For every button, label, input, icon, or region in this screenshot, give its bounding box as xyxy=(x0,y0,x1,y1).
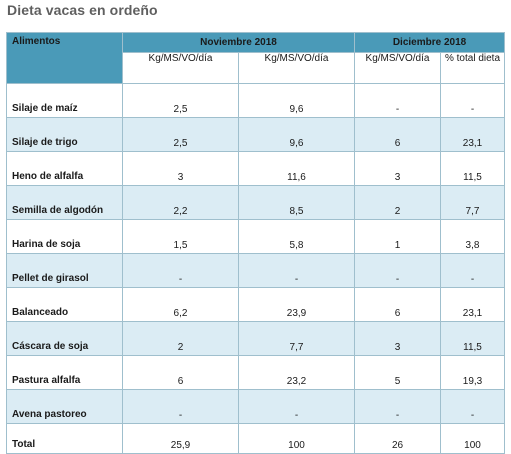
table-cell: 3 xyxy=(354,321,441,356)
table-row: Semilla de algodón 2,2 8,5 2 7,7 xyxy=(6,185,506,220)
row-label: Silaje de maíz xyxy=(6,83,123,118)
table-cell: 6,2 xyxy=(122,287,239,322)
row-label: Pellet de girasol xyxy=(6,253,123,288)
diet-table: Alimentos Noviembre 2018 Diciembre 2018 … xyxy=(6,32,506,454)
row-label: Cáscara de soja xyxy=(6,321,123,356)
table-cell: 100 xyxy=(439,423,506,454)
table-row: Silaje de maíz 2,5 9,6 - - xyxy=(6,83,506,118)
table-cell: 3 xyxy=(122,151,239,186)
table-cell: - xyxy=(354,83,441,118)
table-row: Pastura alfalfa 6 23,2 5 19,3 xyxy=(6,355,506,390)
table-cell: - xyxy=(354,253,441,288)
table-cell: 5 xyxy=(354,355,441,390)
table-cell: 6 xyxy=(122,355,239,390)
table-cell: 9,6 xyxy=(238,83,355,118)
sub-header: Kg/MS/VO/día xyxy=(354,52,441,84)
table-cell: 2 xyxy=(122,321,239,356)
table-cell: 11,5 xyxy=(439,321,506,356)
table-cell: - xyxy=(122,389,239,424)
table-cell: - xyxy=(238,253,355,288)
table-cell: - xyxy=(354,389,441,424)
table-cell: 19,3 xyxy=(439,355,506,390)
row-label: Balanceado xyxy=(6,287,123,322)
sub-header: Kg/MS/VO/día xyxy=(122,52,239,84)
table-cell: 2,5 xyxy=(122,117,239,152)
table-cell: 23,9 xyxy=(238,287,355,322)
table-cell: 6 xyxy=(354,117,441,152)
table-cell: - xyxy=(238,389,355,424)
table-cell: 7,7 xyxy=(439,185,506,220)
table-row: Silaje de trigo 2,5 9,6 6 23,1 xyxy=(6,117,506,152)
table-cell: - xyxy=(439,389,506,424)
table-row: Avena pastoreo - - - - xyxy=(6,389,506,424)
table-row: Balanceado 6,2 23,9 6 23,1 xyxy=(6,287,506,322)
table-cell: 5,8 xyxy=(238,219,355,254)
table-cell: 100 xyxy=(238,423,355,454)
table-cell: 6 xyxy=(354,287,441,322)
row-label: Semilla de algodón xyxy=(6,185,123,220)
row-label: Pastura alfalfa xyxy=(6,355,123,390)
table-row-total: Total 25,9 100 26 100 xyxy=(6,423,506,454)
table-cell: 9,6 xyxy=(238,117,355,152)
table-cell: 1 xyxy=(354,219,441,254)
table-row: Harina de soja 1,5 5,8 1 3,8 xyxy=(6,219,506,254)
table-cell: 8,5 xyxy=(238,185,355,220)
table-cell: 7,7 xyxy=(238,321,355,356)
row-label: Avena pastoreo xyxy=(6,389,123,424)
table-cell: - xyxy=(122,253,239,288)
table-cell: 1,5 xyxy=(122,219,239,254)
page-title: Dieta vacas en ordeño xyxy=(7,2,158,18)
table-cell: 11,5 xyxy=(439,151,506,186)
table-row: Heno de alfalfa 3 11,6 3 11,5 xyxy=(6,151,506,186)
sub-header: Kg/MS/VO/día xyxy=(238,52,355,84)
table-cell: - xyxy=(439,83,506,118)
table-row: Pellet de girasol - - - - xyxy=(6,253,506,288)
row-label: Harina de soja xyxy=(6,219,123,254)
table-cell: 23,1 xyxy=(439,287,506,322)
table-cell: 3 xyxy=(354,151,441,186)
table-row: Cáscara de soja 2 7,7 3 11,5 xyxy=(6,321,506,356)
table-cell: 25,9 xyxy=(122,423,239,454)
row-label: Total xyxy=(6,423,123,454)
column-header-alimentos: Alimentos xyxy=(6,32,123,84)
row-label: Silaje de trigo xyxy=(6,117,123,152)
group-header-diciembre: Diciembre 2018 xyxy=(353,32,506,53)
table-cell: - xyxy=(439,253,506,288)
row-label: Heno de alfalfa xyxy=(6,151,123,186)
table-cell: 2,2 xyxy=(122,185,239,220)
table-cell: 26 xyxy=(354,423,441,454)
table-cell: 3,8 xyxy=(439,219,506,254)
table-cell: 2 xyxy=(354,185,441,220)
group-header-noviembre: Noviembre 2018 xyxy=(122,32,355,53)
table-cell: 23,2 xyxy=(238,355,355,390)
table-cell: 2,5 xyxy=(122,83,239,118)
table-cell: 23,1 xyxy=(439,117,506,152)
table-cell: 11,6 xyxy=(238,151,355,186)
sub-header: % total dieta xyxy=(439,52,506,84)
